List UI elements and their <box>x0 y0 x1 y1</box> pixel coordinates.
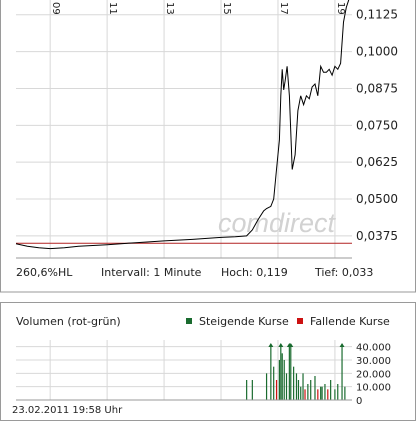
legend-falling-label: Fallende Kurse <box>310 315 390 328</box>
legend-rising-label: Steigende Kurse <box>199 315 289 328</box>
watermark-text: comdirect <box>218 208 337 238</box>
price-y-tick-label: 0,0500 <box>356 192 398 206</box>
price-x-tick-label: 11 <box>107 2 118 15</box>
price-x-tick-label: 09 <box>50 2 61 15</box>
price-series-line <box>15 0 350 250</box>
price-y-tick-label: 0,0750 <box>356 118 398 132</box>
volume-y-tick-label: 10.000 <box>356 383 391 394</box>
price-x-ticks: 09 11 13 15 17 19 <box>50 2 346 15</box>
legend-falling-swatch <box>297 318 303 324</box>
price-x-tick-label: 19 <box>335 2 346 15</box>
price-y-tick-label: 0,0875 <box>356 81 398 95</box>
volume-overflow-arrow <box>288 343 294 347</box>
volume-overflow-arrow <box>278 343 284 347</box>
price-x-tick-label: 15 <box>221 2 232 15</box>
price-y-tick-label: 0,1000 <box>356 45 398 59</box>
low-stat: Tief: 0,033 <box>314 266 373 279</box>
price-grid <box>16 0 352 258</box>
volume-overflow-arrow <box>268 343 274 347</box>
volume-y-tick-label: 20.000 <box>356 369 391 380</box>
volume-overflow-arrow <box>339 343 345 347</box>
legend-rising-swatch <box>186 318 192 324</box>
volume-y-tick-label: 40.000 <box>356 343 391 354</box>
timestamp: 23.02.2011 19:58 Uhr <box>12 405 123 416</box>
price-y-tick-label: 0,1125 <box>356 8 398 22</box>
high-stat: Hoch: 0,119 <box>221 266 288 279</box>
volume-panel-frame <box>0 302 416 421</box>
price-y-tick-label: 0,0375 <box>356 229 398 243</box>
hl-stat: 260,6%HL <box>16 266 73 279</box>
price-y-tick-label: 0,0625 <box>356 155 398 169</box>
volume-y-tick-label: 0 <box>356 396 362 407</box>
interval-stat: Intervall: 1 Minute <box>101 266 202 279</box>
volume-title: Volumen (rot-grün) <box>16 315 121 328</box>
volume-bars <box>246 343 346 400</box>
volume-y-tick-label: 30.000 <box>356 356 391 367</box>
volume-y-ticks: 40.000 30.000 20.000 10.000 0 <box>356 343 391 407</box>
price-x-tick-label: 13 <box>164 2 175 15</box>
price-y-ticks: 0,1125 0,1000 0,0875 0,0750 0,0625 0,0500 0,03… <box>356 8 398 243</box>
price-x-tick-label: 17 <box>278 2 289 15</box>
